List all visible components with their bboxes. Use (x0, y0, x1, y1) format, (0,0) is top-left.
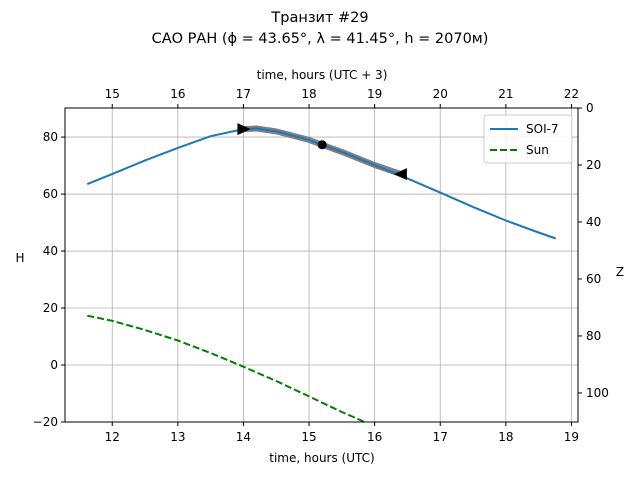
series-line-sun (87, 314, 366, 423)
y-tick-label: −20 (33, 415, 58, 429)
x-top-tick-label: 17 (236, 87, 251, 101)
x-top-tick-label: 22 (564, 87, 579, 101)
series-line-soi-7 (86, 127, 557, 240)
y-right-tick-label: 40 (586, 215, 601, 229)
chart-title: Транзит #29 (270, 10, 368, 26)
x-tick-label: 14 (236, 430, 251, 444)
y-tick-label: 20 (43, 301, 58, 315)
y-tick-label: 40 (43, 244, 58, 258)
x-tick-label: 12 (105, 430, 120, 444)
y-right-tick-label: 80 (586, 329, 601, 343)
transit-end-marker (393, 168, 407, 181)
x-axis-top-label: time, hours (UTC + 3) (257, 68, 388, 82)
x-top-tick-label: 18 (301, 87, 316, 101)
transit-start-marker (237, 123, 251, 136)
x-tick-label: 18 (498, 430, 513, 444)
y-tick-label: 0 (50, 358, 58, 372)
y-right-tick-label: 0 (586, 101, 594, 115)
y-axis-label: H (15, 251, 24, 265)
axes-frame (64, 107, 579, 423)
x-top-tick-label: 16 (170, 87, 185, 101)
transit-mid-marker (317, 140, 327, 150)
y-tick-label: 80 (43, 130, 58, 144)
legend: SOI-7 Sun (483, 114, 573, 164)
x-top-tick-label: 21 (498, 87, 513, 101)
y-right-tick-label: 100 (586, 386, 609, 400)
y-right-tick-label: 60 (586, 272, 601, 286)
y-tick-label: 60 (43, 187, 58, 201)
x-top-tick-label: 15 (105, 87, 120, 101)
x-tick-label: 16 (367, 430, 382, 444)
x-tick-label: 13 (170, 430, 185, 444)
legend-label: Sun (526, 143, 549, 157)
x-top-tick-label: 20 (433, 87, 448, 101)
x-axis-label: time, hours (UTC) (269, 451, 374, 465)
y-axis-right-label: Z (616, 265, 624, 279)
y-right-tick-label: 20 (586, 158, 601, 172)
chart-subtitle: САО РАН (ϕ = 43.65°, λ = 41.45°, h = 207… (152, 31, 489, 47)
legend-label: SOI-7 (526, 122, 559, 136)
plot-area (86, 123, 557, 423)
transit-highlight (240, 125, 404, 178)
x-tick-label: 15 (301, 430, 316, 444)
x-top-tick-label: 19 (367, 87, 382, 101)
x-tick-label: 19 (564, 430, 579, 444)
x-tick-label: 17 (433, 430, 448, 444)
axes: 12 13 14 15 16 17 18 19 15 16 17 18 19 20 21 22 −20 0 20 40… (33, 87, 609, 444)
